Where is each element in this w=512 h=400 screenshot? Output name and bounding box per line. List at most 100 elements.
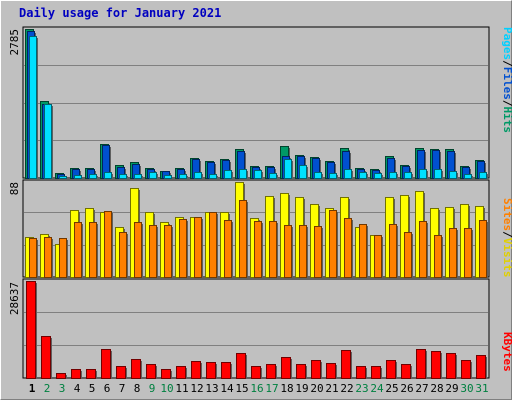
sites-bar-day-10 (164, 225, 172, 278)
pages-bar-day-4 (74, 175, 82, 179)
kbytes-bar-day-16 (251, 366, 261, 379)
kbytes-bar-day-25 (386, 360, 396, 379)
panel-hits-files-pages: 2785 Pages/Files/Hits (8, 26, 512, 179)
day-label-13: 13 (205, 382, 218, 395)
day-axis-labels: 1 2 3 4 5 6 7 8 9 10 11 12 13 14 15 16 17 18 19 20 21 22 23 24 2… (29, 382, 489, 395)
day-label-29: 29 (445, 382, 458, 395)
kbytes-bar-day-9 (146, 364, 156, 379)
pages-bar-day-10 (164, 175, 172, 179)
sites-bar-day-1 (29, 238, 37, 278)
day-label-18: 18 (280, 382, 293, 395)
day-label-16: 16 (250, 382, 263, 395)
pages-bar-day-31 (479, 172, 487, 179)
kbytes-bar-day-3 (56, 373, 66, 379)
sites-bar-day-9 (149, 225, 157, 278)
panel-3-grid (24, 312, 488, 346)
panel-1-grid (24, 65, 488, 141)
pages-bar-day-29 (449, 171, 457, 179)
pages-bar-day-14 (224, 170, 232, 179)
kbytes-bar-day-12 (191, 361, 201, 379)
kbytes-bar-day-5 (86, 369, 96, 379)
pages-bar-day-15 (239, 169, 247, 179)
day-label-11: 11 (175, 382, 188, 395)
sites-bar-day-23 (359, 224, 367, 278)
pages-bar-day-25 (389, 172, 397, 179)
pages-bar-day-2 (44, 104, 52, 179)
pages-bar-day-24 (374, 173, 382, 179)
day-label-19: 19 (295, 382, 308, 395)
pages-bar-day-6 (104, 172, 112, 179)
pages-bar-day-23 (359, 172, 367, 179)
sites-bar-day-3 (59, 238, 67, 278)
panel-2-max-label: 88 (8, 182, 21, 195)
day-label-8: 8 (134, 382, 141, 395)
sites-bar-day-24 (374, 235, 382, 278)
pages-bar-day-20 (314, 172, 322, 179)
sites-bar-day-7 (119, 232, 127, 278)
sites-bar-day-11 (179, 219, 187, 278)
kbytes-bar-day-19 (296, 364, 306, 379)
panel-1-max-label: 2785 (8, 29, 21, 56)
kbytes-bar-day-23 (356, 366, 366, 379)
kbytes-bar-day-1 (26, 281, 36, 379)
legend-sites: Sites (501, 198, 512, 231)
day-label-3: 3 (59, 382, 66, 395)
kbytes-bar-day-15 (236, 353, 246, 379)
day-label-5: 5 (89, 382, 96, 395)
kbytes-bar-day-2 (41, 336, 51, 379)
kbytes-bar-day-7 (116, 366, 126, 379)
sites-bar-day-30 (464, 228, 472, 278)
kbytes-bar-day-6 (101, 349, 111, 379)
day-label-10: 10 (160, 382, 173, 395)
pages-bar-day-19 (299, 165, 307, 179)
pages-bar-day-21 (329, 173, 337, 179)
sites-bar-day-16 (254, 221, 262, 278)
sites-bar-day-4 (74, 222, 82, 278)
panel-3-bg (22, 278, 490, 379)
day-label-25: 25 (385, 382, 398, 395)
pages-bar-day-30 (464, 174, 472, 179)
sites-bar-day-21 (329, 210, 337, 278)
day-label-22: 22 (340, 382, 353, 395)
day-label-26: 26 (400, 382, 413, 395)
panel-visits-sites: 88 Sites/Visits (8, 179, 512, 278)
pages-bar-day-9 (149, 172, 157, 179)
kbytes-bar-day-20 (311, 360, 321, 379)
pages-bar-day-5 (89, 174, 97, 179)
sites-bar-day-12 (194, 217, 202, 278)
pages-bar-day-26 (404, 172, 412, 179)
sites-bar-day-5 (89, 222, 97, 278)
sites-bar-day-17 (269, 221, 277, 278)
sites-bar-day-19 (299, 225, 307, 278)
day-label-1: 1 (29, 382, 36, 395)
kbytes-bar-day-11 (176, 366, 186, 379)
day-label-4: 4 (74, 382, 81, 395)
kbytes-bar-day-8 (131, 359, 141, 379)
legend-pages: Pages (501, 27, 512, 60)
legend-files: Files (501, 67, 512, 100)
day-label-9: 9 (149, 382, 156, 395)
pages-bar-day-18 (284, 159, 292, 179)
kbytes-bar-day-28 (431, 351, 441, 379)
legend-sep-2: / (501, 100, 512, 107)
sites-bar-day-8 (134, 222, 142, 278)
pages-bar-day-1 (29, 36, 37, 179)
sites-bar-day-31 (479, 220, 487, 278)
panel-1-legend: Pages/Files/Hits (501, 27, 512, 133)
day-label-23: 23 (355, 382, 368, 395)
panel-kbytes: 28637 KBytes (8, 278, 512, 379)
kbytes-bar-day-31 (476, 355, 486, 379)
day-label-12: 12 (190, 382, 203, 395)
kbytes-bar-day-29 (446, 353, 456, 379)
legend-hits: Hits (501, 107, 512, 134)
kbytes-bar-day-4 (71, 369, 81, 379)
sites-bar-day-20 (314, 226, 322, 278)
pages-bar-day-22 (344, 169, 352, 179)
sites-bar-day-18 (284, 225, 292, 278)
panel-3-max-label: 28637 (8, 282, 21, 315)
kbytes-bar-day-24 (371, 366, 381, 379)
panel-3-legend: KBytes (501, 332, 512, 372)
sites-bar-day-22 (344, 218, 352, 278)
kbytes-bar-day-10 (161, 369, 171, 379)
